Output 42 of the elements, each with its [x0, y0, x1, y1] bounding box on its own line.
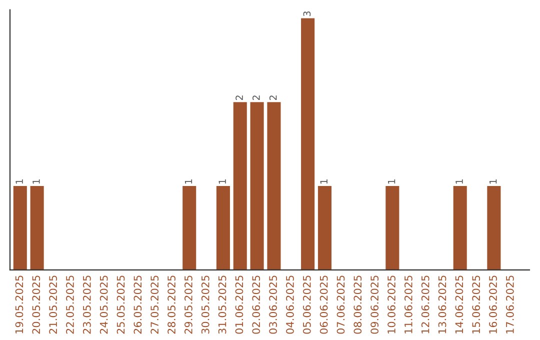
x-tick-label: 01.06.2025 [235, 276, 244, 334]
x-tick-label: 05.06.2025 [302, 276, 311, 334]
x-tick-label: 15.06.2025 [472, 276, 480, 334]
x-tick-label: 17.06.2025 [506, 276, 514, 334]
x-tick-label: 26.05.2025 [134, 276, 142, 334]
x-tick-label: 20.05.2025 [32, 276, 40, 334]
data-label: 1 [388, 179, 396, 184]
x-tick-label: 09.06.2025 [370, 276, 379, 334]
x-tick-label: 29.05.2025 [184, 276, 192, 334]
x-tick-label: 11.06.2025 [404, 276, 412, 334]
x-tick-label: 10.06.2025 [388, 276, 396, 334]
x-tick-label: 30.05.2025 [201, 276, 210, 334]
data-label: 1 [16, 179, 23, 184]
x-tick-label: 21.05.2025 [49, 276, 58, 334]
x-tick-label: 13.06.2025 [438, 276, 446, 334]
data-label: 1 [490, 179, 497, 184]
data-label: 1 [32, 179, 40, 184]
data-label: 3 [303, 11, 311, 16]
data-label: 2 [269, 96, 277, 100]
x-tick-label: 23.05.2025 [82, 276, 91, 334]
x-tick-label: 22.05.2025 [66, 276, 74, 334]
x-tick-label: 04.06.2025 [286, 276, 294, 334]
x-tick-label: 24.05.2025 [100, 276, 108, 334]
x-tick-label: 25.05.2025 [116, 276, 125, 334]
x-tick-label: 28.05.2025 [168, 276, 176, 334]
x-tick-label: 06.06.2025 [320, 276, 328, 334]
x-tick-label: 03.06.2025 [269, 276, 277, 334]
data-label: 2 [236, 96, 243, 100]
x-tick-label: 14.06.2025 [455, 276, 464, 334]
x-tick-label: 16.06.2025 [489, 276, 497, 334]
data-label: 1 [218, 179, 226, 184]
x-tick-label: 12.06.2025 [421, 276, 430, 334]
data-label: 2 [252, 96, 260, 100]
x-tick-label: 31.05.2025 [218, 276, 226, 334]
x-tick-label: 07.06.2025 [336, 276, 345, 334]
x-tick-label: 27.05.2025 [150, 276, 159, 334]
data-label: 1 [184, 179, 192, 184]
data-label: 1 [456, 179, 463, 184]
x-tick-label: 02.06.2025 [252, 276, 260, 334]
x-tick-label: 19.05.2025 [15, 276, 24, 334]
data-label: 1 [320, 179, 328, 184]
x-tick-label: 08.06.2025 [354, 276, 362, 334]
